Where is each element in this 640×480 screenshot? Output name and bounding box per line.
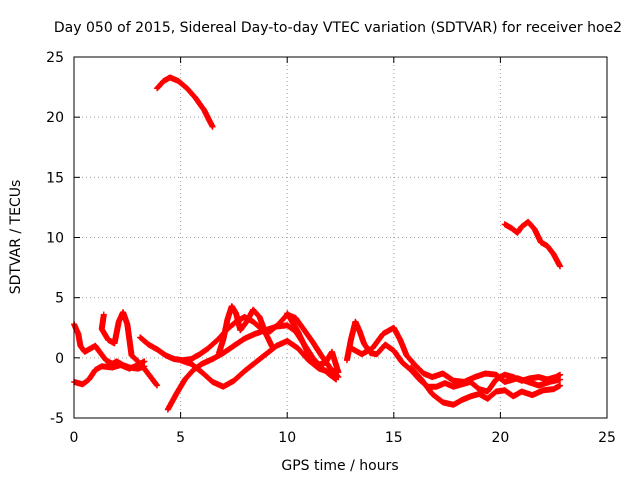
series-arc-13 bbox=[501, 218, 564, 270]
y-axis-label: SDTVAR / TECUs bbox=[8, 180, 24, 295]
series-arc-3 bbox=[98, 309, 161, 389]
series-markers bbox=[407, 364, 564, 408]
series-arc-12 bbox=[154, 74, 216, 130]
axis-ticks bbox=[73, 56, 608, 419]
y-tick-label: 10 bbox=[46, 231, 64, 247]
y-tick-label: 5 bbox=[55, 291, 64, 307]
x-tick-label: 5 bbox=[176, 430, 185, 446]
series-arc-8 bbox=[284, 310, 342, 376]
y-tick-label: -5 bbox=[50, 411, 64, 427]
series-arc-11 bbox=[407, 364, 564, 408]
y-tick-label: 20 bbox=[46, 110, 64, 126]
series-markers bbox=[348, 324, 564, 389]
series-markers bbox=[284, 310, 342, 376]
data-series bbox=[71, 74, 564, 413]
plot-frame bbox=[73, 56, 608, 419]
series-markers bbox=[98, 309, 161, 389]
x-tick-label: 0 bbox=[70, 430, 79, 446]
x-tick-label: 20 bbox=[491, 430, 509, 446]
series-arc-7 bbox=[216, 303, 276, 356]
series-markers bbox=[154, 74, 216, 130]
y-tick-label: 15 bbox=[46, 170, 64, 186]
x-tick-label: 25 bbox=[598, 430, 616, 446]
x-tick-label: 15 bbox=[385, 430, 403, 446]
y-tick-label: 0 bbox=[55, 351, 64, 367]
x-axis-label: GPS time / hours bbox=[281, 458, 398, 474]
x-tick-label: 10 bbox=[278, 430, 296, 446]
tick-labels: 0 5 10 15 20 25 -5 0 5 10 15 20 25 bbox=[46, 50, 616, 446]
grid bbox=[74, 57, 607, 418]
chart-title: Day 050 of 2015, Sidereal Day-to-day VTE… bbox=[54, 20, 622, 36]
series-markers bbox=[216, 303, 276, 356]
y-tick-label: 25 bbox=[46, 50, 64, 66]
series-arc-10 bbox=[348, 324, 564, 389]
series-markers bbox=[501, 218, 564, 270]
